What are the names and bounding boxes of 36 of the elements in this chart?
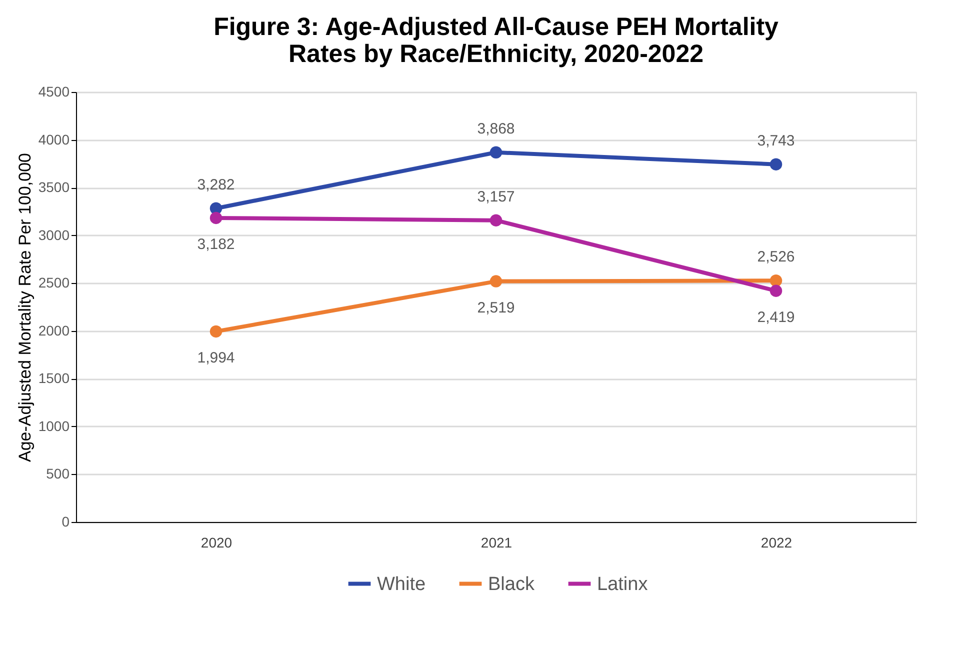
y-tick-label: 2500 [38, 274, 70, 291]
point [490, 214, 502, 226]
data-label: 3,157 [477, 188, 515, 206]
y-tick-label: 2000 [38, 322, 70, 338]
x-tick-label: 2020 [200, 534, 232, 550]
text: Figure 3: Age-Adjusted All-Cause PEH Mortality [214, 13, 778, 41]
data-label: 3,743 [757, 132, 795, 150]
point [490, 146, 502, 159]
y-tick-label: 3000 [38, 226, 70, 243]
legend-label: Latinx [597, 574, 648, 595]
point [210, 212, 222, 224]
point [770, 158, 782, 170]
data-label: 2,526 [757, 248, 795, 266]
data-label: 2,419 [757, 308, 795, 326]
y-tick-label: 4000 [38, 131, 70, 148]
data-label: 3,868 [477, 120, 515, 138]
y-axis-title: Age-Adjusted Mortality Rate Per 100,000 [15, 152, 34, 462]
data-label: 1,994 [197, 349, 235, 366]
y-tick-label: 500 [46, 466, 70, 482]
text: Rates by Race/Ethnicity, 2020-2022 [288, 40, 704, 68]
point [770, 274, 782, 287]
data-label: 3,282 [197, 176, 235, 194]
y-tick-label: 3500 [38, 179, 70, 196]
y-tick-label: 0 [62, 514, 70, 530]
x-tick-label: 2021 [480, 534, 512, 550]
y-tick-label: 4500 [38, 84, 70, 100]
y-tick-label: 1500 [38, 370, 70, 386]
point [210, 325, 222, 338]
x-tick-label: 2022 [760, 534, 792, 550]
point [770, 284, 782, 297]
legend-label: White [377, 574, 426, 595]
data-label: 3,182 [197, 236, 235, 253]
data-label: 2,519 [477, 299, 515, 316]
y-tick-label: 1000 [38, 418, 70, 434]
legend-label: Black [488, 574, 535, 595]
point [490, 275, 502, 288]
